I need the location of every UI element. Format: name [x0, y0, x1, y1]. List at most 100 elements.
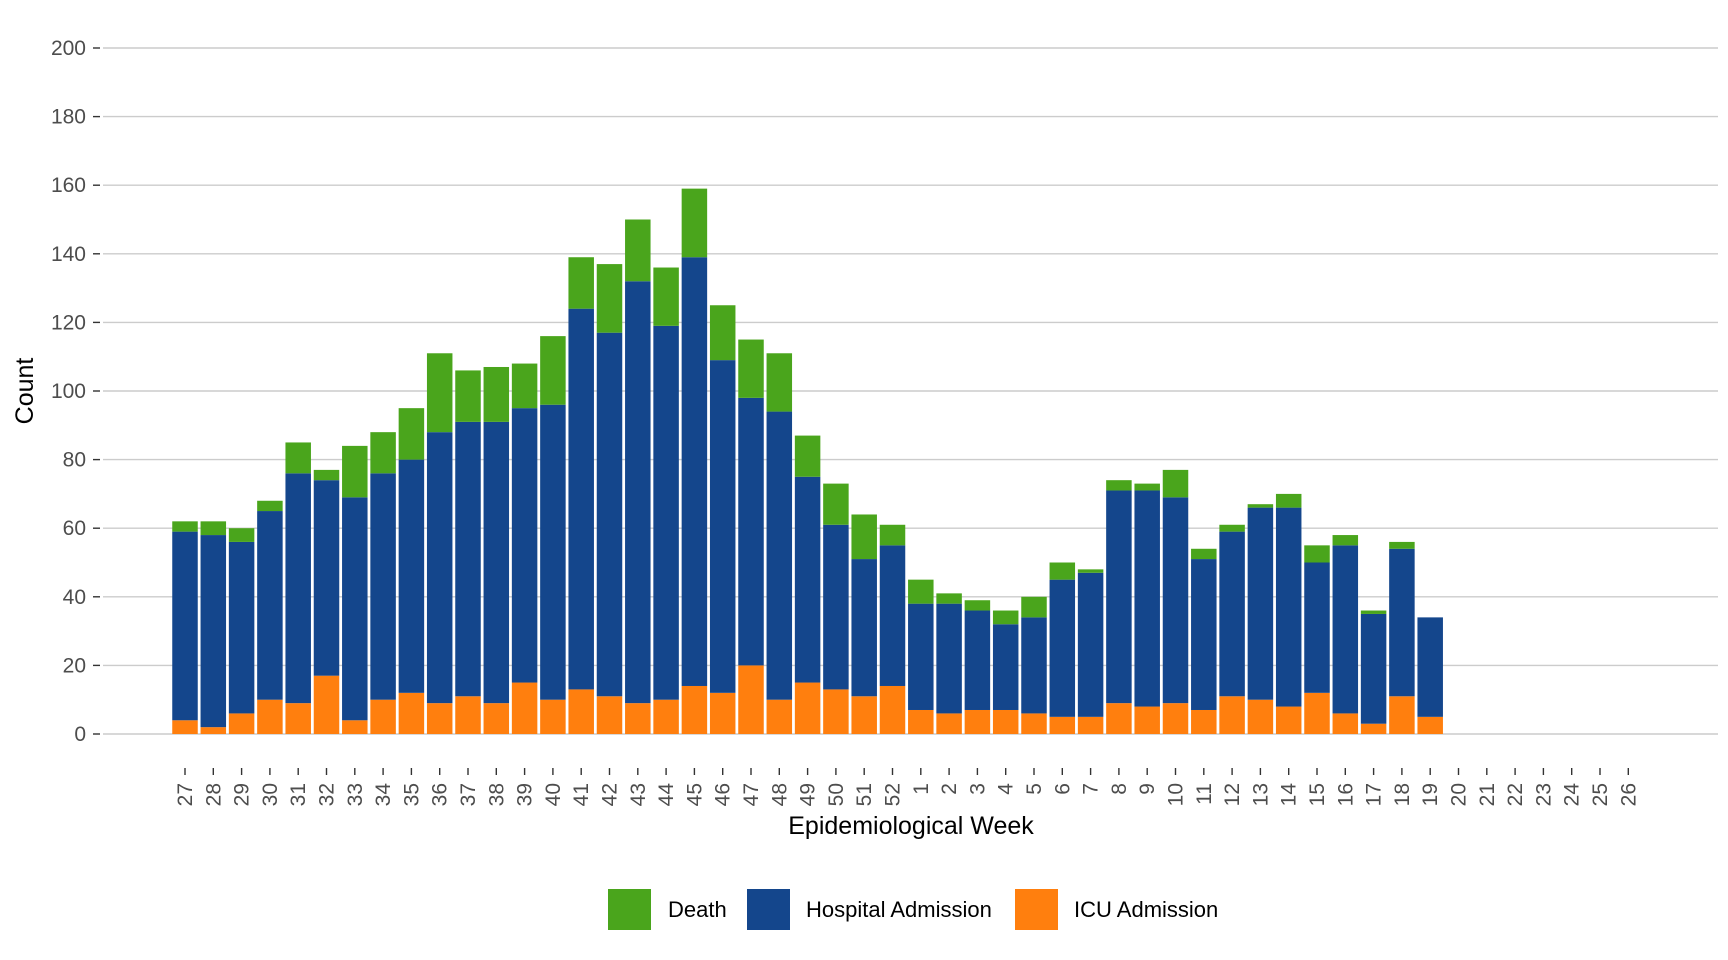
bar-segment-icu-admission	[426, 703, 453, 734]
bar-segment-icu-admission	[1134, 706, 1160, 734]
bar-segment-death	[1021, 596, 1047, 618]
legend: Death Hospital Admission ICU Admission	[608, 889, 1218, 930]
x-tick-label: 46	[712, 783, 735, 806]
x-tick-label: 33	[344, 783, 367, 806]
bar-segment-death	[879, 524, 906, 546]
legend-label: Death	[668, 897, 727, 922]
bar-segment-death	[1247, 504, 1274, 508]
x-tick-label: 38	[485, 783, 508, 806]
bar-segment-death	[568, 257, 594, 309]
x-tick-label: 36	[429, 783, 452, 806]
bar-segment-icu-admission	[285, 703, 311, 734]
legend-swatch-icu-admission	[1015, 889, 1058, 930]
bar-segment-death	[483, 366, 510, 422]
bar-segment-icu-admission	[1247, 699, 1274, 734]
x-tick-label: 35	[400, 783, 423, 806]
bar-segment-hospital-admission	[228, 541, 255, 714]
bar-segment-death	[596, 264, 623, 333]
x-tick-label: 29	[231, 783, 254, 806]
y-tick-label: 140	[51, 243, 86, 266]
bar-segment-death	[1332, 535, 1359, 546]
bar-segment-icu-admission	[540, 699, 566, 734]
x-tick-label: 22	[1504, 783, 1527, 806]
bar-segment-death	[823, 483, 849, 525]
bar-segment-hospital-admission	[1134, 490, 1160, 707]
bar-segment-hospital-admission	[370, 473, 396, 700]
bar-segment-death	[1162, 469, 1189, 498]
bar-segment-icu-admission	[483, 703, 510, 734]
bar-segment-death	[766, 353, 793, 412]
bar-segment-death	[398, 408, 425, 460]
y-tick-label: 200	[51, 37, 86, 60]
x-tick-label: 49	[797, 783, 820, 806]
bar-segment-icu-admission	[794, 682, 821, 734]
x-tick-label: 24	[1561, 783, 1584, 807]
bar-segment-icu-admission	[1304, 692, 1330, 734]
x-tick-label: 15	[1306, 783, 1329, 806]
bar-segment-hospital-admission	[455, 421, 481, 697]
bar-segment-hospital-admission	[1219, 531, 1245, 697]
bar-segment-hospital-admission	[200, 535, 227, 728]
x-tick-label: 30	[259, 783, 282, 806]
bar-segment-death	[1219, 524, 1245, 532]
bar-segment-hospital-admission	[681, 257, 708, 686]
bar-segment-death	[1389, 541, 1415, 549]
bar-segment-hospital-admission	[653, 325, 679, 700]
bar-segment-hospital-admission	[313, 480, 340, 676]
y-tick-label: 0	[74, 723, 86, 746]
bar-segment-hospital-admission	[1275, 507, 1302, 707]
x-tick-label: 44	[655, 783, 678, 807]
bar-segment-icu-admission	[228, 713, 255, 734]
bar-segment-icu-admission	[257, 699, 283, 734]
bar-segment-hospital-admission	[625, 281, 651, 704]
x-tick-label: 8	[1108, 783, 1131, 795]
bar-segment-hospital-admission	[1162, 497, 1189, 704]
bar-segment-hospital-admission	[851, 559, 877, 697]
bars	[172, 188, 1443, 734]
bar-segment-icu-admission	[342, 720, 368, 734]
x-tick-label: 11	[1193, 783, 1216, 805]
bar-segment-icu-admission	[992, 709, 1019, 734]
bar-segment-death	[851, 514, 877, 560]
x-tick-label: 31	[287, 783, 310, 806]
bar-segment-hospital-admission	[709, 360, 736, 693]
bar-segment-hospital-admission	[398, 459, 425, 693]
x-tick-label: 34	[372, 783, 395, 807]
bar-segment-hospital-admission	[172, 531, 198, 721]
y-axis-title: Count	[11, 358, 39, 425]
bar-segment-hospital-admission	[1360, 613, 1387, 724]
bar-segment-death	[908, 579, 934, 604]
legend-swatch-hospital-admission	[747, 889, 790, 930]
x-tick-label: 16	[1334, 783, 1357, 806]
bar-segment-hospital-admission	[766, 411, 793, 700]
bar-segment-death	[1106, 480, 1132, 491]
bar-segment-hospital-admission	[879, 545, 906, 686]
x-tick-label: 50	[825, 783, 848, 806]
bar-segment-icu-admission	[625, 703, 651, 734]
x-tick-label: 37	[457, 783, 480, 806]
bar-segment-icu-admission	[851, 696, 877, 734]
bar-segment-death	[794, 435, 821, 477]
bar-segment-hospital-admission	[908, 603, 934, 710]
x-tick-label: 1	[910, 783, 933, 795]
bar-segment-icu-admission	[1191, 709, 1217, 734]
x-tick-label: 3	[966, 783, 989, 795]
bar-segment-icu-admission	[738, 665, 764, 734]
x-tick-label: 7	[1080, 783, 1103, 795]
x-tick-label: 12	[1221, 783, 1244, 806]
x-tick-label: 17	[1363, 783, 1386, 806]
bar-segment-death	[625, 219, 651, 282]
bar-segment-hospital-admission	[1389, 548, 1415, 697]
bar-segment-hospital-admission	[823, 524, 849, 690]
x-tick-label: 19	[1419, 783, 1442, 806]
bar-segment-icu-admission	[1077, 716, 1104, 734]
y-tick-label: 120	[51, 311, 86, 334]
bar-segment-death	[1304, 545, 1330, 563]
bar-segment-death	[285, 442, 311, 474]
bar-segment-hospital-admission	[1049, 579, 1076, 717]
bar-segment-icu-admission	[200, 727, 227, 734]
x-axis: 27 28 29 30 31 32 33 34 35 36 37 38 39 40 41 42 43 44 45 46…	[174, 768, 1640, 806]
bar-segment-icu-admission	[653, 699, 679, 734]
x-tick-label: 14	[1278, 783, 1301, 807]
bar-segment-hospital-admission	[342, 497, 368, 721]
